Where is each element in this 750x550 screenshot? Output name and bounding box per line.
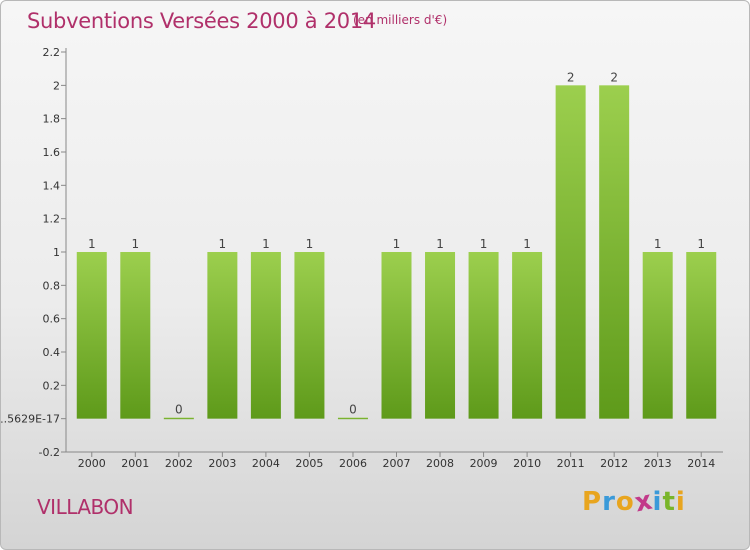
data-label: 1 (480, 237, 488, 251)
data-label: 0 (175, 403, 183, 417)
data-label: 1 (393, 237, 401, 251)
x-tick-label: 2005 (295, 457, 323, 470)
bar-2008[interactable] (425, 252, 456, 419)
x-tick-label: 2007 (383, 457, 411, 470)
bar-2014[interactable] (686, 252, 717, 419)
logo-letter: o (615, 487, 635, 517)
bar-2013[interactable] (642, 252, 673, 419)
data-label: 1 (523, 237, 531, 251)
y-tick-label: -1.5629E-17 (1, 413, 60, 426)
y-tick-label: 2.2 (43, 46, 61, 59)
data-label: 1 (306, 237, 314, 251)
bar-2012[interactable] (599, 85, 630, 419)
bar-2005[interactable] (294, 252, 325, 419)
y-tick-label: 1 (53, 246, 60, 259)
data-label: 0 (349, 403, 357, 417)
logo-letter: P (582, 487, 603, 517)
x-tick-label: 2006 (339, 457, 367, 470)
data-label: 1 (219, 237, 227, 251)
logo-letter: i (652, 487, 663, 517)
bar-2010[interactable] (512, 252, 543, 419)
proxiti-logo[interactable]: Proxiti (582, 485, 686, 518)
data-label: 1 (654, 237, 662, 251)
bar-2001[interactable] (120, 252, 151, 419)
y-tick-label: 1.8 (43, 113, 61, 126)
data-label: 2 (610, 70, 618, 84)
data-label: 1 (262, 237, 270, 251)
data-label: 1 (88, 237, 96, 251)
x-tick-label: 2000 (78, 457, 106, 470)
y-tick-label: 0.8 (43, 279, 61, 292)
y-tick-label: 1.4 (43, 179, 61, 192)
bar-2003[interactable] (207, 252, 238, 419)
x-tick-label: 2003 (208, 457, 236, 470)
data-label: 1 (697, 237, 705, 251)
x-tick-label: 2014 (687, 457, 715, 470)
bar-2007[interactable] (381, 252, 412, 419)
place-name: VILLABON (37, 495, 134, 519)
data-label: 1 (436, 237, 444, 251)
logo-letter: i (675, 487, 686, 517)
y-tick-label: 0.4 (43, 346, 61, 359)
x-tick-label: 2009 (470, 457, 498, 470)
bar-2004[interactable] (250, 252, 281, 419)
x-tick-label: 2008 (426, 457, 454, 470)
chart-title: Subventions Versées 2000 à 2014 (27, 9, 376, 33)
logo-letter: r (602, 487, 616, 517)
y-tick-label: -0.2 (39, 446, 60, 459)
data-label: 1 (131, 237, 139, 251)
bar-2002[interactable] (163, 417, 194, 420)
y-tick-label: 0.2 (43, 379, 61, 392)
data-label: 2 (567, 70, 575, 84)
y-tick-label: 0.6 (43, 313, 61, 326)
x-tick-label: 2010 (513, 457, 541, 470)
x-tick-label: 2004 (252, 457, 280, 470)
x-tick-label: 2001 (121, 457, 149, 470)
x-tick-label: 2011 (557, 457, 585, 470)
x-tick-label: 2002 (165, 457, 193, 470)
y-tick-label: 1.6 (43, 146, 61, 159)
unit-note: (en milliers d'€) (353, 13, 448, 27)
bar-2009[interactable] (468, 252, 499, 419)
x-tick-label: 2012 (600, 457, 628, 470)
bar-2000[interactable] (76, 252, 107, 419)
logo-letter: t (662, 487, 676, 517)
y-tick-label: 2 (53, 79, 60, 92)
bar-2006[interactable] (337, 417, 368, 420)
bar-2011[interactable] (555, 85, 586, 419)
y-tick-label: 1.2 (43, 213, 61, 226)
x-tick-label: 2013 (644, 457, 672, 470)
